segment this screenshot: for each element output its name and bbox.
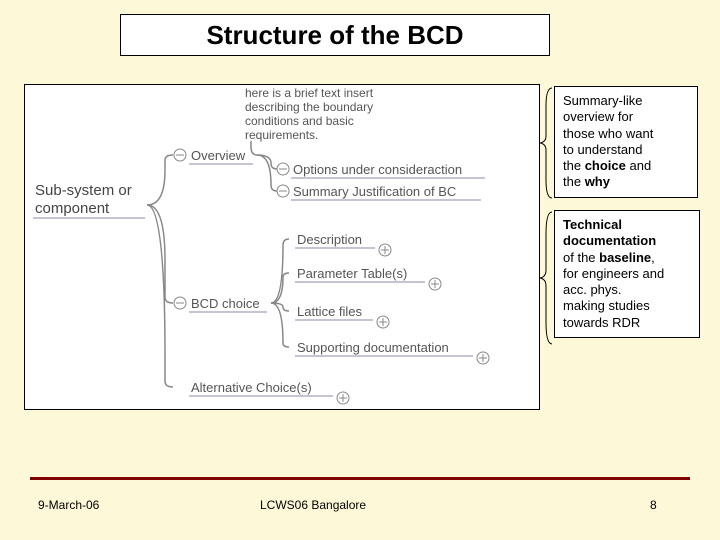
callout-technical: Technical documentation of the baseline,… — [554, 210, 700, 338]
insert-l3: conditions and basic — [245, 114, 354, 128]
overview-label: Overview — [191, 148, 246, 163]
param-label: Parameter Table(s) — [297, 266, 407, 281]
lattice-label: Lattice files — [297, 304, 363, 319]
branch-bcd — [147, 205, 173, 303]
footer-rule — [30, 477, 690, 480]
footer-date: 9-March-06 — [38, 498, 99, 512]
branch-alt — [147, 205, 173, 387]
root-line1: Sub-system or — [35, 182, 132, 199]
bcd-label: BCD choice — [191, 296, 260, 311]
slide-title: Structure of the BCD — [120, 14, 550, 56]
branch-desc — [271, 239, 289, 303]
branch-support — [271, 303, 289, 347]
desc-label: Description — [297, 232, 362, 247]
diagram-frame: Sub-system or component here is a brief … — [24, 84, 540, 410]
callout-summary: Summary-like overview for those who want… — [554, 86, 698, 198]
insert-connector — [251, 141, 257, 155]
insert-l4: requirements. — [245, 128, 318, 142]
insert-l1: here is a brief text insert — [245, 86, 374, 100]
alt-label: Alternative Choice(s) — [191, 380, 312, 395]
footer-venue: LCWS06 Bangalore — [260, 498, 366, 512]
branch-overview — [147, 155, 173, 205]
title-text: Structure of the BCD — [206, 20, 463, 51]
options-label: Options under consideraction — [293, 162, 462, 177]
tree-diagram: Sub-system or component here is a brief … — [25, 85, 541, 411]
support-label: Supporting documentation — [297, 340, 449, 355]
branch-summary — [257, 155, 277, 191]
root-line2: component — [35, 200, 110, 217]
insert-l2: describing the boundary — [245, 100, 373, 114]
page-number: 8 — [650, 498, 657, 512]
summary-label: Summary Justification of BC — [293, 184, 456, 199]
